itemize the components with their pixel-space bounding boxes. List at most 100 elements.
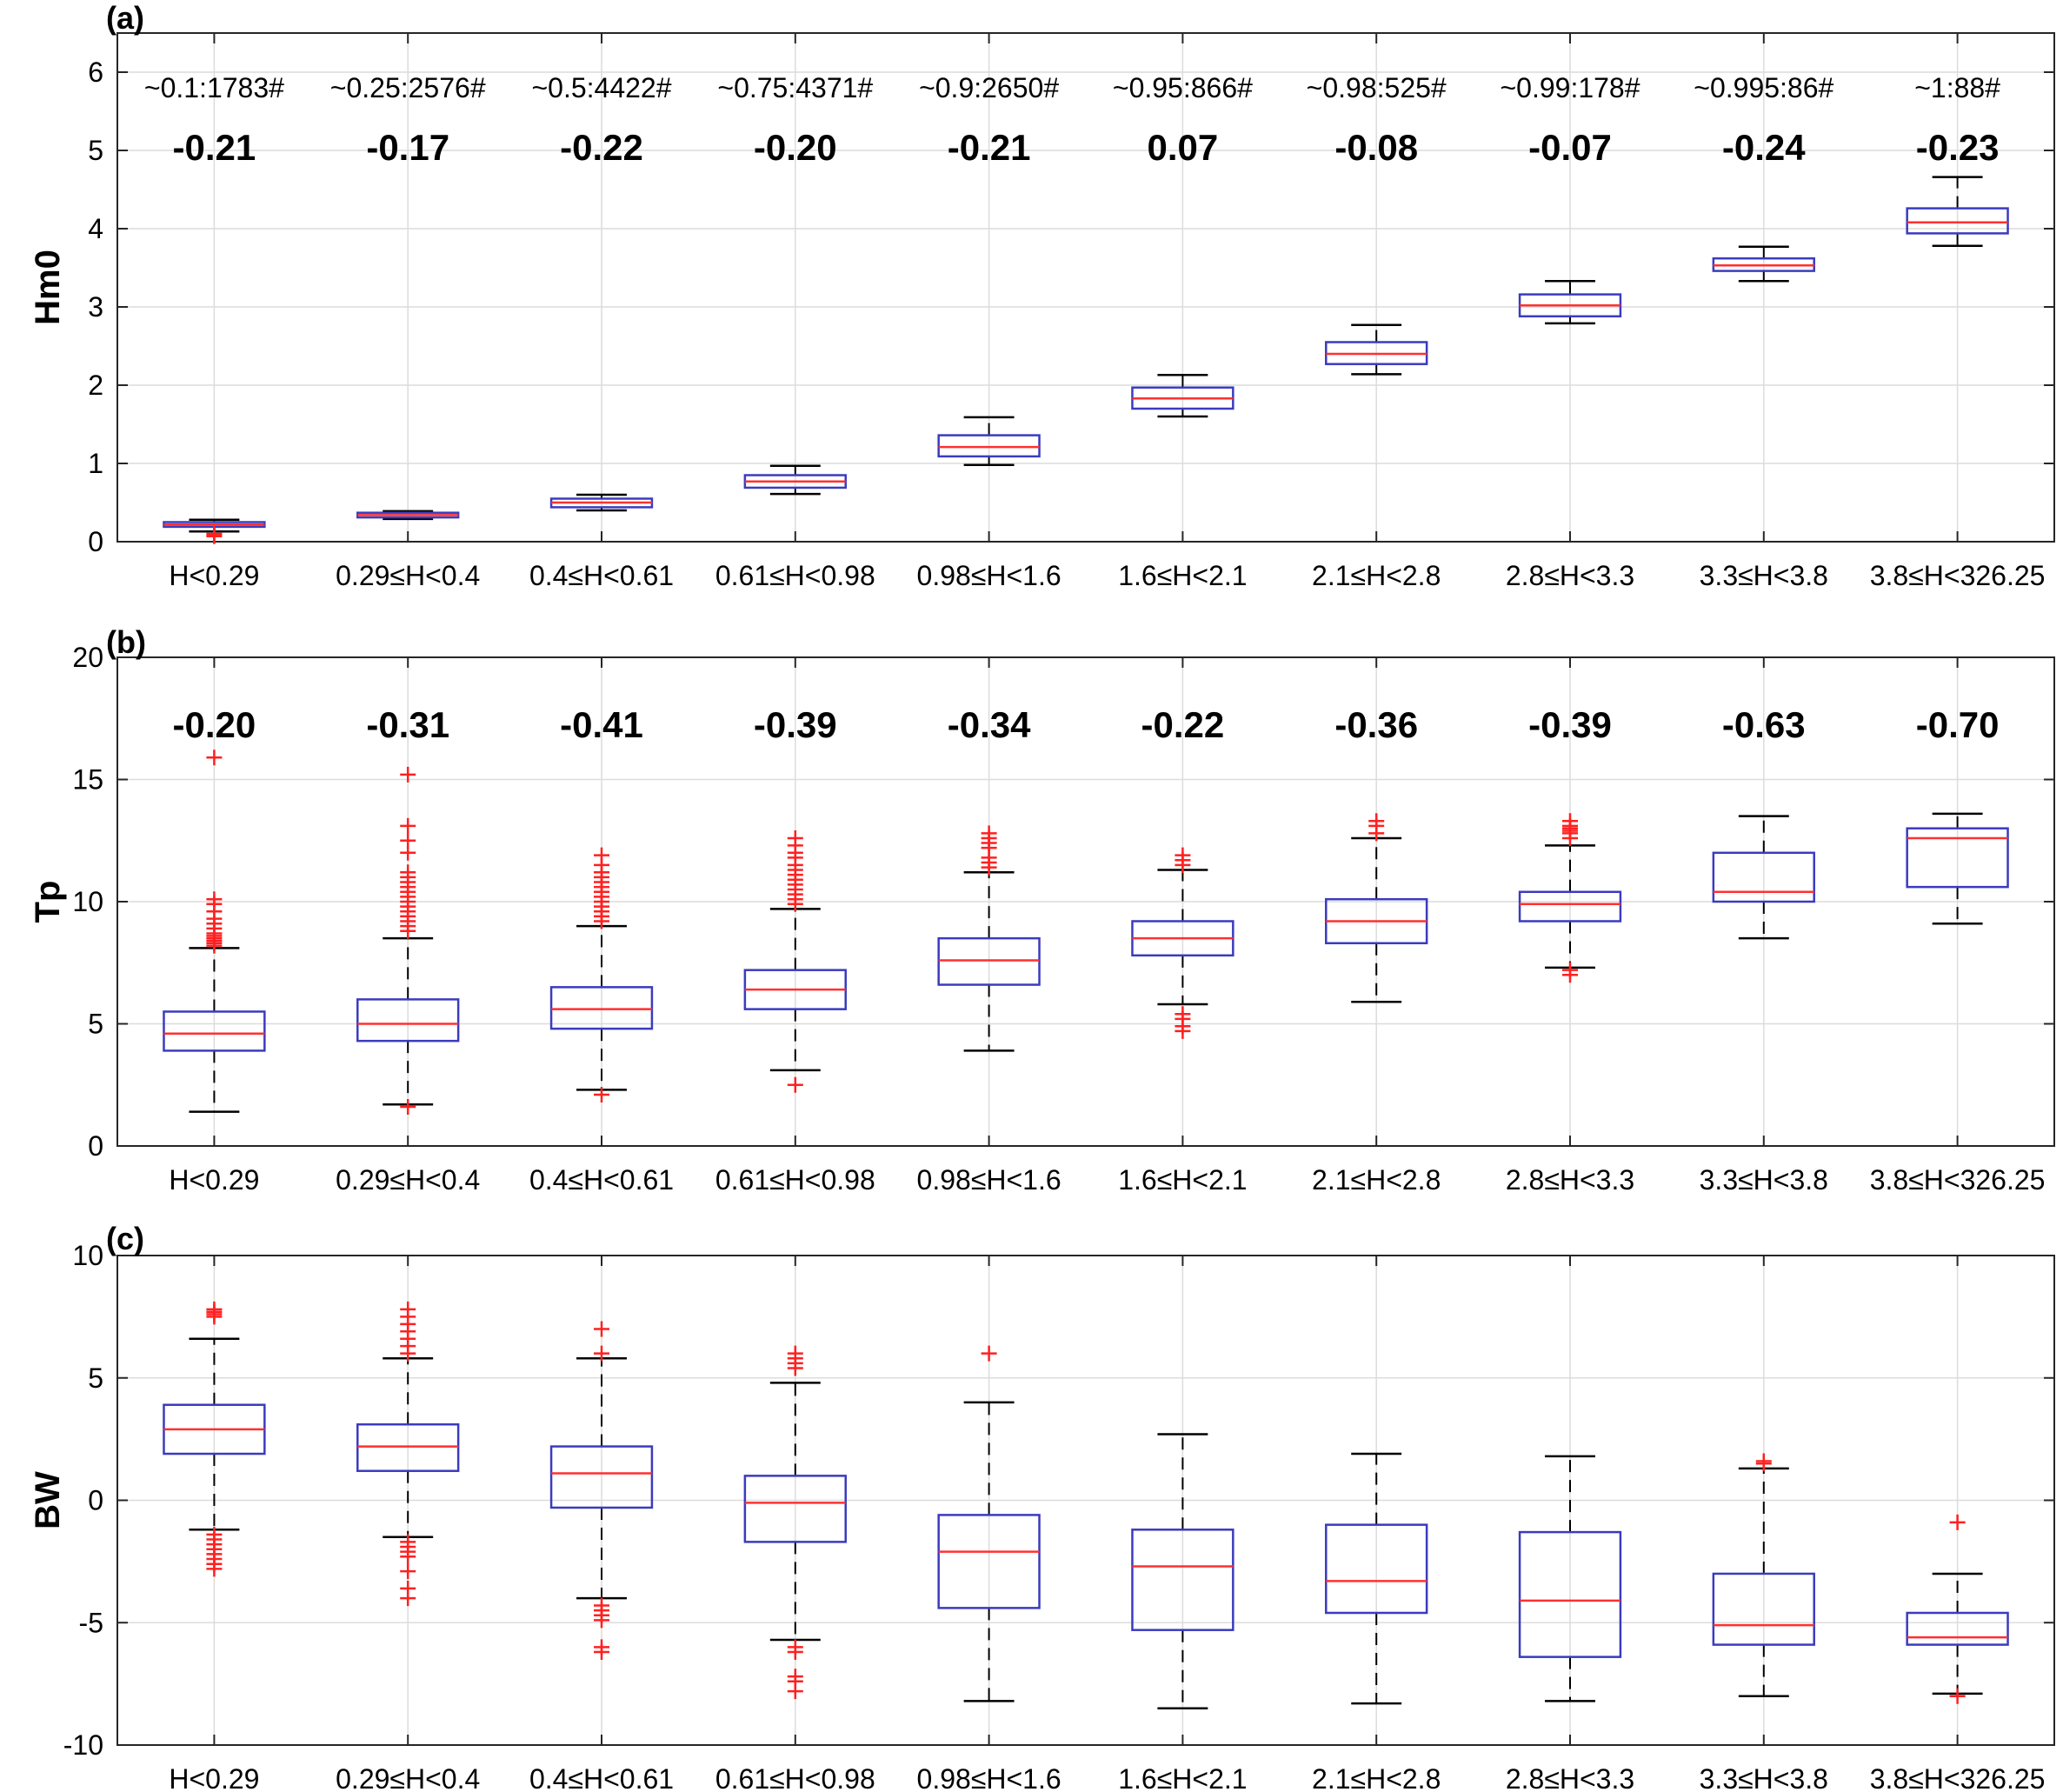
box-iqr <box>937 434 1041 458</box>
x-tick-label: 0.4≤H<0.61 <box>529 1164 674 1196</box>
correlation-annotation: -0.39 <box>1528 704 1612 745</box>
y-tick-label: 3 <box>88 291 103 323</box>
count-annotation: ~0.1:1783# <box>144 72 284 103</box>
correlation-annotation: -0.22 <box>560 127 643 168</box>
x-tick-label: 0.4≤H<0.61 <box>529 560 674 591</box>
y-tick-label: 15 <box>72 764 103 796</box>
correlation-annotation: -0.41 <box>560 704 643 745</box>
outlier-marker <box>787 1683 803 1700</box>
y-tick-label: 5 <box>88 1362 103 1394</box>
x-tick-label: 1.6≤H<2.1 <box>1118 1164 1247 1196</box>
outlier-marker <box>400 766 416 783</box>
outlier-marker <box>1175 847 1191 863</box>
box-iqr <box>1906 1611 2009 1646</box>
correlation-annotation: -0.24 <box>1722 127 1806 168</box>
x-tick-label: 0.61≤H<0.98 <box>715 1164 875 1196</box>
box-iqr <box>1712 851 1815 903</box>
box-iqr <box>549 1445 654 1509</box>
box-iqr <box>1131 1529 1234 1631</box>
y-tick-label: 10 <box>72 1240 103 1271</box>
x-tick-label: 2.8≤H<3.3 <box>1506 1164 1634 1196</box>
correlation-annotation: -0.20 <box>754 127 837 168</box>
box-iqr <box>1712 1572 1815 1646</box>
panel-label: (c) <box>106 1221 144 1256</box>
correlation-annotation: -0.23 <box>1916 127 2000 168</box>
outlier-marker <box>1755 1453 1772 1469</box>
outlier-marker <box>594 847 609 863</box>
x-tick-label: H<0.29 <box>169 1164 259 1196</box>
count-annotation: ~1:88# <box>1914 72 2000 103</box>
x-tick-label: 3.3≤H<3.8 <box>1700 1164 1828 1196</box>
correlation-annotation: 0.07 <box>1148 127 1219 168</box>
box-iqr <box>1518 1530 1622 1658</box>
x-tick-label: 3.8≤H<326.25 <box>1870 1763 2046 1792</box>
box-iqr <box>1906 207 2009 235</box>
outlier-marker <box>206 526 223 542</box>
correlation-annotation: -0.17 <box>366 127 449 168</box>
outlier-marker <box>594 1086 609 1103</box>
x-tick-label: 2.1≤H<2.8 <box>1312 1164 1441 1196</box>
outlier-marker <box>1562 813 1578 829</box>
count-annotation: ~0.98:525# <box>1307 72 1447 103</box>
outlier-marker <box>400 1590 416 1607</box>
box-iqr <box>743 1475 847 1543</box>
outlier-marker <box>1562 962 1578 978</box>
correlation-annotation: -0.21 <box>173 127 256 168</box>
outlier-marker <box>400 1099 416 1116</box>
x-tick-label: 0.29≤H<0.4 <box>336 560 480 591</box>
count-annotation: ~0.995:86# <box>1694 72 1833 103</box>
y-tick-label: 1 <box>88 448 103 479</box>
correlation-annotation: -0.34 <box>948 704 1031 745</box>
count-annotation: ~0.25:2576# <box>330 72 486 103</box>
y-tick-label: 0 <box>88 1130 103 1162</box>
x-tick-label: 0.98≤H<1.6 <box>917 560 1061 591</box>
x-tick-label: 3.3≤H<3.8 <box>1700 560 1828 591</box>
axes-frame <box>116 32 2055 543</box>
x-tick-label: 3.3≤H<3.8 <box>1700 1763 1828 1792</box>
x-tick-label: 0.61≤H<0.98 <box>715 1763 875 1792</box>
y-tick-label: 20 <box>72 642 103 673</box>
correlation-annotation: -0.07 <box>1528 127 1612 168</box>
outlier-marker <box>206 891 223 908</box>
box-iqr <box>1325 1523 1428 1615</box>
x-tick-label: H<0.29 <box>169 560 259 591</box>
outlier-marker <box>787 1345 803 1362</box>
x-tick-label: 0.29≤H<0.4 <box>336 1164 480 1196</box>
correlation-annotation: -0.31 <box>366 704 449 745</box>
outlier-marker <box>1949 1688 1966 1704</box>
x-tick-label: 0.29≤H<0.4 <box>336 1763 480 1792</box>
x-tick-label: 3.8≤H<326.25 <box>1870 1164 2046 1196</box>
box-iqr <box>1518 890 1622 923</box>
y-tick-label: 4 <box>88 213 103 244</box>
count-annotation: ~0.95:866# <box>1113 72 1253 103</box>
count-annotation: ~0.9:2650# <box>919 72 1059 103</box>
panel-label: (a) <box>106 0 144 36</box>
correlation-annotation: -0.21 <box>948 127 1031 168</box>
x-tick-label: 2.8≤H<3.3 <box>1506 1763 1634 1792</box>
correlation-annotation: -0.22 <box>1141 704 1225 745</box>
box-iqr <box>937 936 1041 986</box>
x-tick-label: 0.4≤H<0.61 <box>529 1763 674 1792</box>
x-tick-label: 0.98≤H<1.6 <box>917 1763 1061 1792</box>
outlier-marker <box>1368 813 1385 829</box>
outlier-marker <box>594 1644 609 1661</box>
x-tick-label: 2.8≤H<3.3 <box>1506 560 1634 591</box>
outlier-marker <box>206 749 223 766</box>
panel-label: (b) <box>106 624 146 660</box>
outlier-marker <box>400 817 416 834</box>
outlier-marker <box>400 1549 416 1565</box>
x-tick-label: 1.6≤H<2.1 <box>1118 1763 1247 1792</box>
outlier-marker <box>787 1644 803 1661</box>
panel-bw: -10 -5 0 5 10 H<0.29 0.29≤H<0.4 0.4≤H<0.61 0.61≤… <box>29 1221 2055 1792</box>
outlier-marker <box>787 829 803 846</box>
box-iqr <box>356 1422 460 1472</box>
y-tick-label: 10 <box>72 886 103 917</box>
y-tick-label: 2 <box>88 370 103 401</box>
outlier-marker <box>787 1076 803 1093</box>
y-axis-label: Hm0 <box>29 250 67 325</box>
y-tick-label: 5 <box>88 1009 103 1040</box>
outlier-marker <box>594 1321 609 1337</box>
x-tick-label: H<0.29 <box>169 1763 259 1792</box>
outlier-marker <box>206 1301 223 1317</box>
